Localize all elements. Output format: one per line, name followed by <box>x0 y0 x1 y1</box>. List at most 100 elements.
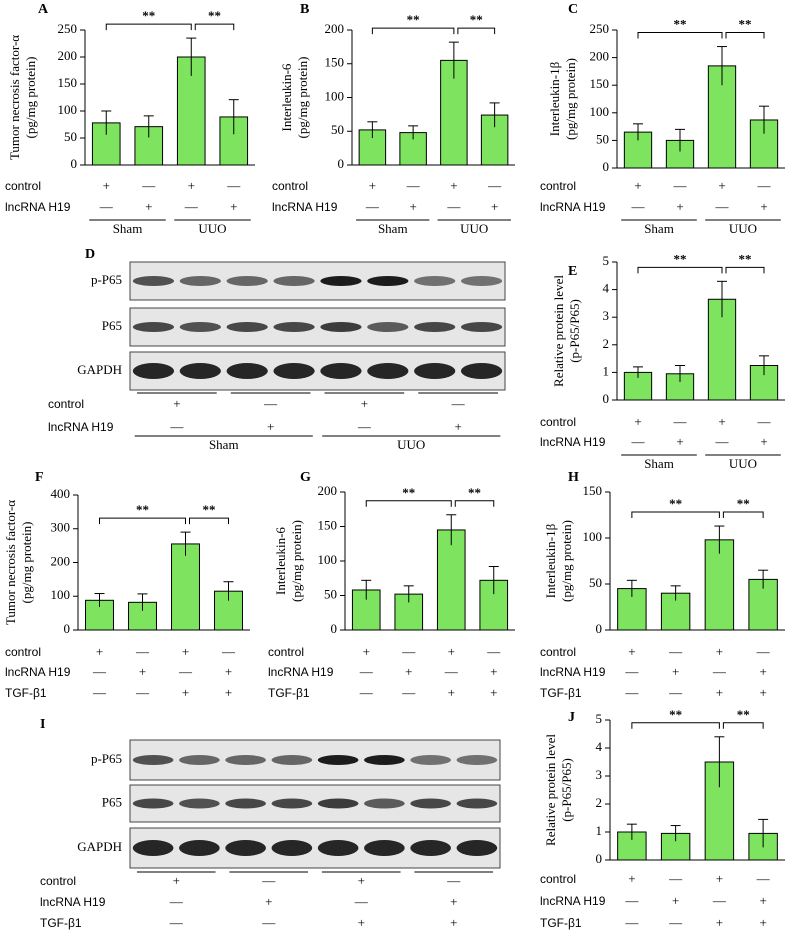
condition-sign: — <box>446 873 461 888</box>
condition-label: control <box>540 872 576 886</box>
significance-bracket <box>194 23 235 31</box>
condition-label: lncRNA H19 <box>268 665 334 679</box>
y-tick-label: 100 <box>58 102 78 117</box>
condition-sign: — <box>712 664 727 679</box>
panel-label: C <box>568 2 578 17</box>
condition-label: control <box>40 874 76 888</box>
y-tick-label: 4 <box>596 739 603 754</box>
significance-label: ** <box>468 485 481 500</box>
blot-band <box>179 755 220 765</box>
condition-sign: + <box>448 685 455 700</box>
band-label: GAPDH <box>77 362 122 377</box>
panel-label: I <box>40 717 45 732</box>
condition-sign: — <box>756 644 771 659</box>
condition-sign: — <box>712 893 727 908</box>
condition-sign: — <box>169 419 184 434</box>
condition-sign: + <box>230 199 237 214</box>
condition-sign: + <box>361 396 368 411</box>
y-axis-label: Interleukin-6 <box>273 527 288 595</box>
condition-sign: — <box>261 915 276 930</box>
condition-sign: + <box>676 434 683 449</box>
condition-sign: — <box>486 644 501 659</box>
condition-sign: + <box>405 664 412 679</box>
blot-band <box>460 322 503 332</box>
y-axis-label: (p-P65/P65) <box>559 758 574 822</box>
condition-sign: — <box>631 434 646 449</box>
group-label: Sham <box>644 221 674 236</box>
significance-bracket <box>365 500 452 507</box>
y-tick-label: 100 <box>590 104 610 119</box>
blot-band <box>225 798 266 809</box>
significance-label: ** <box>739 17 752 32</box>
condition-sign: — <box>365 199 380 214</box>
significance-bracket <box>631 511 720 519</box>
condition-sign: — <box>757 414 772 429</box>
condition-sign: + <box>145 199 152 214</box>
condition-sign: + <box>450 178 457 193</box>
blot-band <box>226 276 268 286</box>
significance-bracket <box>637 266 723 274</box>
condition-label: TGF-β1 <box>540 916 582 930</box>
blot-band <box>273 363 315 379</box>
y-axis-label: (pg/mg protein) <box>23 57 38 139</box>
condition-label: lncRNA H19 <box>5 200 71 214</box>
y-tick-label: 50 <box>589 575 602 590</box>
blot-band <box>179 276 221 286</box>
y-axis-label: (pg/mg protein) <box>559 520 574 602</box>
blot-band <box>271 840 313 856</box>
significance-bracket <box>725 266 765 274</box>
blot-band <box>271 798 313 809</box>
y-tick-label: 1 <box>603 363 610 378</box>
y-tick-label: 400 <box>51 486 71 501</box>
y-axis-label: Tumor necrosis factor-α <box>3 500 18 625</box>
blot-band <box>317 798 359 809</box>
blot-band <box>367 322 409 332</box>
y-tick-label: 3 <box>603 308 610 323</box>
blot-band <box>410 840 451 856</box>
condition-sign: + <box>369 178 376 193</box>
blot-band <box>132 322 175 332</box>
blot-band <box>320 276 362 286</box>
blot-band <box>367 363 409 379</box>
blot-band <box>320 322 362 332</box>
y-tick-label: 0 <box>331 621 338 636</box>
y-axis-label: Relative protein level <box>543 734 558 846</box>
blot-band <box>320 363 362 379</box>
condition-sign: — <box>359 664 374 679</box>
condition-sign: + <box>225 664 232 679</box>
y-tick-label: 5 <box>603 253 610 268</box>
blot-band <box>410 755 451 765</box>
condition-sign: — <box>451 396 466 411</box>
blot-band <box>132 840 174 856</box>
condition-sign: + <box>491 199 498 214</box>
y-tick-label: 1 <box>596 823 603 838</box>
condition-sign: — <box>406 178 421 193</box>
y-tick-label: 50 <box>596 131 609 146</box>
condition-sign: + <box>760 199 767 214</box>
y-tick-label: 50 <box>331 122 344 137</box>
blot-band <box>132 363 175 379</box>
significance-bracket <box>454 500 495 507</box>
condition-sign: — <box>756 871 771 886</box>
blot-band <box>179 322 221 332</box>
significance-label: ** <box>136 502 149 517</box>
condition-sign: — <box>169 894 184 909</box>
condition-sign: — <box>135 644 150 659</box>
panel-label: H <box>568 470 579 485</box>
condition-sign: — <box>673 178 688 193</box>
blot-band <box>456 840 498 856</box>
significance-label: ** <box>208 8 221 23</box>
condition-sign: + <box>628 871 635 886</box>
condition-sign: + <box>759 915 766 930</box>
condition-label: lncRNA H19 <box>48 420 114 434</box>
panel-label: E <box>568 264 577 279</box>
condition-sign: — <box>715 434 730 449</box>
significance-bracket <box>722 511 764 519</box>
blot-band <box>414 363 456 379</box>
y-tick-label: 100 <box>325 88 345 103</box>
blot-band <box>226 322 268 332</box>
y-tick-label: 0 <box>71 156 78 171</box>
significance-label: ** <box>470 12 483 27</box>
y-tick-label: 150 <box>58 75 78 90</box>
condition-sign: + <box>676 199 683 214</box>
